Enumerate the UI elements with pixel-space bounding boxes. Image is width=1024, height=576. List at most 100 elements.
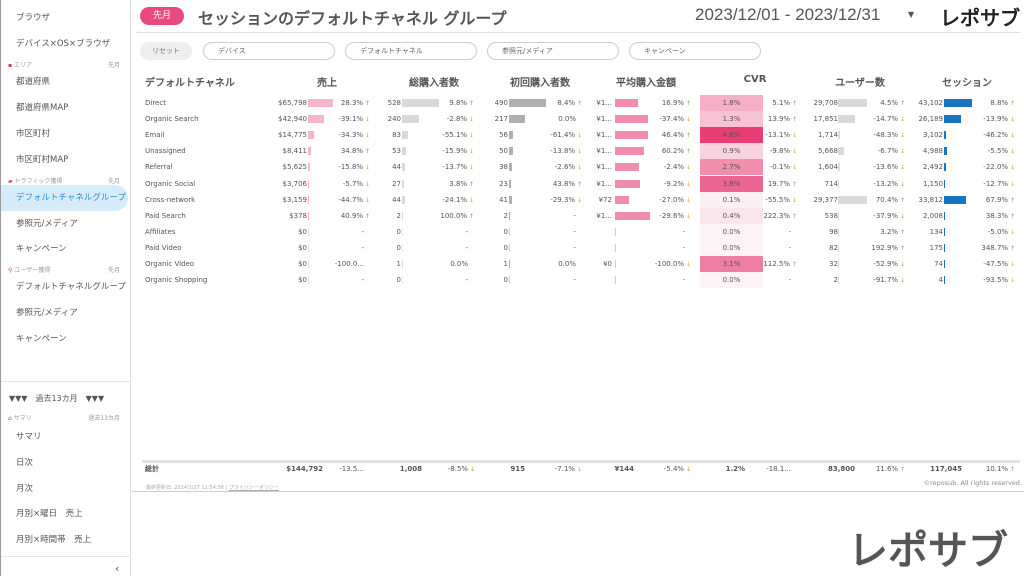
sidebar-item[interactable]: 月別×曜日 売上 xyxy=(16,509,83,519)
channel-name[interactable]: Email xyxy=(145,131,165,140)
change-value: - xyxy=(394,242,474,254)
sessions-bar xyxy=(944,195,966,204)
change-text: -52.9% xyxy=(873,260,899,268)
channel-name[interactable]: Affiliates xyxy=(145,227,176,236)
arrow-down-icon: ↓ xyxy=(898,148,905,156)
sidebar-item[interactable]: 市区町村MAP xyxy=(16,155,69,165)
arrow-down-icon: ↓ xyxy=(363,132,370,140)
change-value: -91.7% ↓ xyxy=(825,274,905,287)
channel-name[interactable]: Organic Social xyxy=(145,179,196,188)
filter-dropdown[interactable]: デバイス xyxy=(203,42,335,60)
arrow-down-icon: ↓ xyxy=(363,164,370,172)
sessions-value: 2,008 xyxy=(922,211,943,220)
first-bar xyxy=(509,131,514,140)
change-text: 0.0% xyxy=(558,115,576,124)
change-value: -13.7% ↓ xyxy=(394,161,474,174)
arrow-up-icon: ↑ xyxy=(898,244,905,252)
buyers-value: 2 xyxy=(396,211,401,220)
section-icon: ▪ xyxy=(8,62,14,69)
change-text: 43.8% xyxy=(552,179,576,188)
sidebar-item[interactable]: デフォルトチャネルグループ xyxy=(1,185,128,211)
sidebar-item[interactable]: 都道府県 xyxy=(16,77,51,87)
arrow-down-icon: ↓ xyxy=(684,212,691,220)
channel-name[interactable]: Direct xyxy=(145,99,166,107)
change-text: -47.5% xyxy=(983,260,1009,268)
change-text: - xyxy=(682,276,685,285)
first-value: 0 xyxy=(503,227,508,236)
arrow-up-icon: ↑ xyxy=(1008,212,1015,220)
column-header: 初回購入者数 xyxy=(510,78,570,89)
filter-dropdown[interactable]: キャンペーン xyxy=(629,42,761,60)
sidebar-item[interactable]: 日次 xyxy=(16,458,34,468)
period-group-header: ▼▼▼ 過去13カ月 ▼▼▼ xyxy=(9,394,105,403)
channel-name[interactable]: Cross-network xyxy=(145,195,196,204)
first-value: 38 xyxy=(499,163,508,172)
sessions-value: 134 xyxy=(929,227,943,236)
change-text: - xyxy=(573,227,576,236)
change-text: -91.7% xyxy=(873,276,899,285)
sidebar-item[interactable]: サマリ xyxy=(16,432,42,442)
buyers-bar xyxy=(402,260,403,268)
sidebar-item[interactable]: キャンペーン xyxy=(16,244,67,254)
buyers-value: 44 xyxy=(392,163,401,172)
section-title: トラフィック獲得 xyxy=(14,178,63,185)
buyers-bar xyxy=(402,195,406,204)
filter-dropdown[interactable]: 参照元/メディア xyxy=(487,42,619,60)
channel-name[interactable]: Organic Shopping xyxy=(145,276,208,285)
avg-value: ¥1... xyxy=(596,179,612,188)
date-range[interactable]: 2023/12/01 - 2023/12/31 xyxy=(695,5,881,24)
arrow-down-icon: ↓ xyxy=(1008,261,1015,268)
channel-name[interactable]: Referral xyxy=(145,163,173,172)
change-value: -55.1% ↓ xyxy=(394,129,474,142)
total-label: 総計 xyxy=(145,465,159,473)
change-value: 34.8% ↑ xyxy=(290,145,370,158)
users-value: 32 xyxy=(829,260,838,268)
change-text: -48.3% xyxy=(873,131,899,140)
users-bar xyxy=(838,260,839,268)
sidebar-item[interactable]: 参照元/メディア xyxy=(16,219,78,229)
sessions-bar xyxy=(944,243,945,252)
change-text: 8.4% xyxy=(557,99,576,107)
channel-name[interactable]: Paid Search xyxy=(145,211,186,220)
users-bar xyxy=(838,179,839,188)
change-value: 19.7% ↑ xyxy=(717,178,797,191)
reset-button[interactable]: リセット xyxy=(140,42,192,60)
sidebar-item[interactable]: キャンペーン xyxy=(16,334,67,344)
sidebar-item[interactable]: デフォルトチャネルグループ xyxy=(16,282,126,292)
sidebar-item[interactable]: 都道府県MAP xyxy=(16,103,69,113)
sessions-bar xyxy=(944,227,945,236)
sidebar-item[interactable]: 参照元/メディア xyxy=(16,308,78,318)
users-bar xyxy=(838,243,839,252)
channel-name[interactable]: Paid Video xyxy=(145,243,182,252)
channel-name[interactable]: Organic Video xyxy=(145,260,195,268)
sidebar-item[interactable]: 月次 xyxy=(16,484,34,494)
arrow-up-icon: ↑ xyxy=(790,100,797,107)
collapse-sidebar-button[interactable]: ‹ xyxy=(115,562,120,575)
change-value: 38.3% ↑ xyxy=(935,210,1015,223)
channel-name[interactable]: Unassigned xyxy=(145,147,186,156)
privacy-link[interactable]: プライバシーポリシー xyxy=(228,485,279,491)
arrow-down-icon: ↓ xyxy=(790,132,797,140)
change-text: 10.1% xyxy=(985,465,1009,473)
sessions-bar xyxy=(944,163,946,172)
arrow-down-icon: ↓ xyxy=(1008,132,1015,140)
change-value: - xyxy=(502,226,582,238)
sidebar-item[interactable]: デバイス×OS×ブラウザ xyxy=(16,39,111,49)
avg-bar xyxy=(615,195,629,204)
sessions-value: 33,812 xyxy=(918,195,944,204)
arrow-up-icon: ↑ xyxy=(790,116,797,124)
page-title: セッションのデフォルトチャネル グループ xyxy=(198,9,507,28)
arrow-down-icon: ↓ xyxy=(575,132,582,140)
change-text: -46.2% xyxy=(983,131,1009,140)
channel-name[interactable]: Organic Search xyxy=(145,115,199,124)
date-caret-icon[interactable]: ▼ xyxy=(908,10,915,19)
change-value: -9.8% ↓ xyxy=(717,145,797,158)
filter-dropdown[interactable]: デフォルトチャネル xyxy=(345,42,477,60)
section-period: 先月 xyxy=(107,267,120,274)
change-value: -13.5... xyxy=(290,463,370,475)
sidebar-item[interactable]: 市区町村 xyxy=(16,129,51,139)
sidebar-item[interactable]: 月別×時間帯 売上 xyxy=(16,535,92,545)
sidebar-divider xyxy=(1,556,131,557)
sidebar-item[interactable]: ブラウザ xyxy=(16,13,51,23)
change-text: -8.5% xyxy=(447,465,469,473)
